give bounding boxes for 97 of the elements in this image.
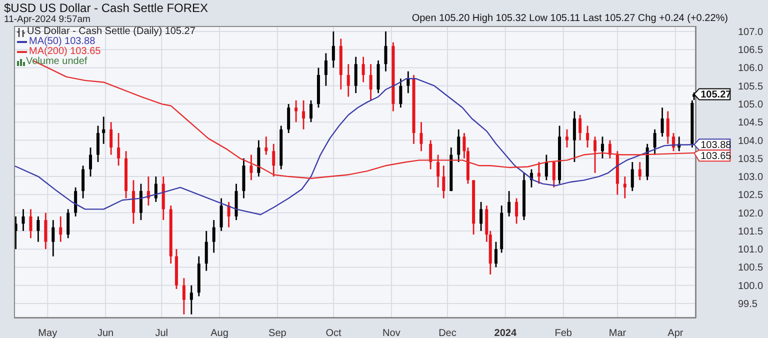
candlestick <box>324 52 328 87</box>
candlestick <box>494 241 498 268</box>
y-tick-label: 106.5 <box>738 45 764 56</box>
candlestick <box>572 110 576 163</box>
candlestick <box>182 277 186 316</box>
candlestick <box>653 128 656 156</box>
candlestick <box>36 216 40 243</box>
candlestick <box>406 70 410 94</box>
x-tick-label: Mar <box>608 328 627 338</box>
y-tick-label: 101.5 <box>738 226 764 238</box>
y-tick-label: 100.5 <box>738 262 764 274</box>
text: US Dollar - Cash Settle (Daily) 105.27 <box>26 26 196 37</box>
x-tick-label: Feb <box>554 328 572 338</box>
candlestick <box>52 219 55 258</box>
candlestick <box>508 190 511 218</box>
y-tick-label: 106.0 <box>738 63 764 74</box>
candlestick <box>457 128 460 163</box>
x-tick-label: Sep <box>268 328 287 338</box>
y-tick-label: 105.5 <box>738 81 764 92</box>
candlestick <box>537 161 540 184</box>
x-tick-label: Jun <box>97 328 114 338</box>
x-tick-label: 2024 <box>494 328 517 338</box>
candlestick <box>74 186 78 218</box>
y-tick-label: 100.0 <box>738 280 764 292</box>
x-tick-label: Apr <box>668 328 684 338</box>
candlestick <box>578 114 582 141</box>
candlestick <box>552 161 556 188</box>
candlestick <box>436 154 440 188</box>
x-tick-label: Jul <box>155 328 168 338</box>
candlestick <box>638 161 642 181</box>
candlestick <box>369 63 372 102</box>
y-tick-label: 104.0 <box>738 136 764 147</box>
candlestick <box>250 154 253 181</box>
candlestick <box>190 284 193 316</box>
candlestick <box>384 30 388 72</box>
candlestick <box>66 208 70 239</box>
y-tick-label: 104.5 <box>738 118 764 129</box>
x-tick-label: Oct <box>326 328 342 338</box>
candlestick <box>600 136 604 160</box>
candlestick <box>309 100 312 123</box>
candlestick <box>220 198 223 232</box>
y-tick-label: 102.5 <box>738 190 764 202</box>
candlestick <box>204 230 208 272</box>
candlestick <box>672 132 675 152</box>
candlestick <box>346 63 350 98</box>
legend-label: MA(50) 103.88 <box>28 36 96 47</box>
candlestick <box>362 56 365 83</box>
chart-subtitle: 11-Apr-2024 9:57am <box>4 14 90 25</box>
candlestick <box>302 100 306 130</box>
chart-title: $USD US Dollar - Cash Settle FOREX <box>4 1 208 15</box>
candlestick <box>354 56 358 94</box>
candlestick <box>132 179 135 224</box>
y-tick-label: 101.0 <box>738 244 764 256</box>
x-tick-label: May <box>38 328 58 338</box>
candlestick <box>565 128 568 148</box>
text: Open 105.20 High 105.32 Low 105.11 Last 105.27 Chg +0.24 (+0.22%) <box>412 13 728 24</box>
y-tick-label: 103.0 <box>738 172 764 184</box>
candlestick <box>399 78 402 108</box>
candlestick <box>139 183 142 221</box>
candlestick <box>212 219 216 254</box>
y-tick-label: 102.0 <box>738 208 764 220</box>
candlestick <box>272 143 276 178</box>
y-tick-label: 99.5 <box>738 298 758 310</box>
candlestick <box>22 208 25 232</box>
candlestick <box>117 132 120 166</box>
candlestick <box>586 125 590 148</box>
candlestick <box>59 216 62 243</box>
candlestick <box>630 161 634 192</box>
candlestick <box>89 146 92 178</box>
y-tick-label: 103.5 <box>738 154 764 165</box>
candlestick <box>660 106 664 138</box>
candlestick <box>623 176 626 199</box>
legend-label: MA(200) 103.65 <box>29 46 102 57</box>
x-tick-label: Aug <box>210 328 228 338</box>
candlestick <box>294 100 298 123</box>
candlestick <box>287 103 290 134</box>
candlestick <box>666 110 670 145</box>
x-tick-label: Dec <box>438 328 456 338</box>
candlestick <box>29 208 32 239</box>
candlestick <box>515 198 518 224</box>
candlestick <box>544 154 548 181</box>
candlestick <box>102 116 106 145</box>
candlestick <box>429 140 432 170</box>
candlestick <box>154 176 158 203</box>
candlestick <box>480 201 483 232</box>
candlestick <box>332 30 335 68</box>
x-tick-label: Nov <box>382 328 400 338</box>
candlestick <box>96 125 100 163</box>
candlestick <box>110 121 113 156</box>
y-tick-label: 105.0 <box>738 99 764 110</box>
candlestick <box>442 164 446 199</box>
y-tick-label: 107.0 <box>738 26 764 38</box>
candlestick <box>44 212 48 250</box>
candlestick <box>420 121 423 152</box>
candlestick <box>594 136 597 174</box>
candlestick <box>82 164 85 199</box>
candlestick <box>264 136 268 156</box>
